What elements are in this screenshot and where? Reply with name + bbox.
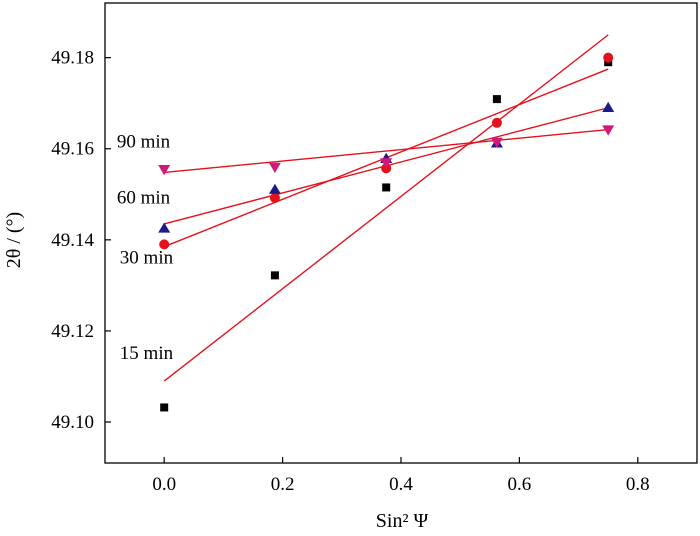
x-tick-label: 0.4 [389, 474, 413, 495]
data-point [268, 183, 281, 194]
data-point [158, 165, 171, 176]
data-point [160, 403, 169, 412]
x-tick-label: 0.0 [152, 474, 176, 495]
series-annotation: 60 min [117, 187, 171, 208]
data-point [492, 95, 501, 104]
data-point [602, 101, 615, 112]
fit-line [164, 128, 609, 174]
fit-line [163, 34, 609, 382]
y-tick-label: 49.16 [51, 139, 94, 160]
y-axis-label: 2θ / (°) [3, 212, 25, 268]
series-annotation: 30 min [120, 248, 174, 269]
data-point [159, 239, 170, 250]
data-point [269, 192, 280, 203]
data-point [270, 271, 279, 280]
series-annotation: 90 min [117, 131, 171, 152]
x-tick-label: 0.2 [271, 474, 295, 495]
plot-frame [104, 2, 698, 464]
y-tick-label: 49.12 [51, 321, 94, 342]
y-tick-label: 49.18 [51, 48, 94, 69]
y-tick-label: 49.14 [51, 230, 94, 251]
plot-area: 0.0 0.2 0.4 0.6 0.8 49.10 49.12 49.14 49.16 49.18… [51, 2, 698, 495]
data-point [603, 52, 614, 63]
data-point [268, 162, 281, 173]
data-point [382, 183, 391, 192]
x-tick-label: 0.8 [626, 474, 650, 495]
data-point [380, 158, 393, 169]
data-point [491, 117, 502, 128]
data-point [158, 222, 171, 233]
y-tick-label: 49.10 [51, 412, 94, 433]
series-annotation: 15 min [120, 343, 174, 364]
data-point [602, 125, 615, 136]
x-axis-label: Sin² Ψ [376, 510, 429, 532]
data-point [490, 137, 503, 148]
x-tick-label: 0.6 [508, 474, 532, 495]
